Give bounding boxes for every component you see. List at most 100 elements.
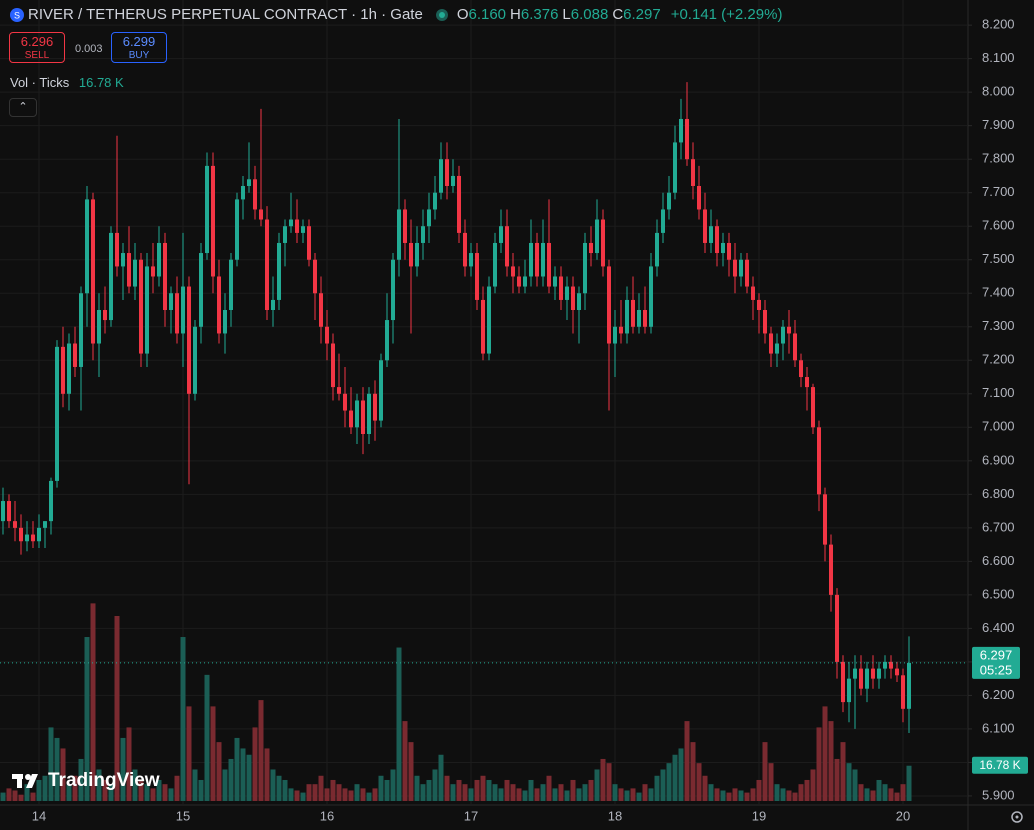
volume-bar xyxy=(48,727,54,801)
volume-bar xyxy=(450,784,456,801)
y-tick-label: 6.900 xyxy=(982,452,1015,467)
volume-bar xyxy=(180,637,186,801)
ohlc-key: C xyxy=(612,6,624,23)
candle-body xyxy=(445,159,449,187)
x-tick-label: 18 xyxy=(608,808,622,823)
volume-tag-label: 16.78 K xyxy=(979,758,1020,772)
volume-bar xyxy=(444,775,450,801)
volume-bar xyxy=(810,769,816,801)
candle-body xyxy=(493,242,497,287)
volume-bar xyxy=(270,769,276,801)
volume-bar xyxy=(108,784,114,801)
countdown: 05:25 xyxy=(980,662,1013,677)
volume-bar xyxy=(630,788,636,801)
candle-body xyxy=(367,393,371,435)
volume-bar xyxy=(588,779,594,801)
volume-bar xyxy=(60,748,66,801)
volume-bar xyxy=(690,742,696,801)
y-tick-label: 8.000 xyxy=(982,84,1015,99)
volume-bar xyxy=(204,674,210,801)
volume-bar xyxy=(528,779,534,801)
candle-body xyxy=(469,253,473,267)
volume-bar xyxy=(636,792,642,801)
volume-bar xyxy=(816,727,822,801)
volume-bar xyxy=(102,779,108,801)
candle-body xyxy=(391,259,395,321)
volume-bar xyxy=(720,790,726,801)
volume-bar xyxy=(84,637,90,801)
candle-body xyxy=(721,242,725,254)
ohlc-key: H xyxy=(510,6,521,23)
y-tick-label: 6.200 xyxy=(982,687,1015,702)
y-tick-label: 7.700 xyxy=(982,184,1015,199)
buy-label[interactable]: BUY xyxy=(128,50,150,61)
candle-body xyxy=(229,259,233,311)
volume-bar xyxy=(318,775,324,801)
candle-body xyxy=(559,276,563,300)
volume-bar xyxy=(696,763,702,801)
volume-bar xyxy=(576,788,582,801)
y-tick-label: 8.200 xyxy=(982,17,1015,32)
volume-bar xyxy=(336,784,342,801)
collapse-button[interactable]: ⌃ xyxy=(9,98,37,117)
volume-bar xyxy=(534,788,540,801)
volume-bar xyxy=(6,788,12,801)
candle-body xyxy=(13,521,17,528)
candle-body xyxy=(769,333,773,354)
volume-bar xyxy=(264,748,270,801)
candle-body xyxy=(169,293,173,311)
candle-body xyxy=(457,175,461,233)
volume-legend: Vol · Ticks 16.78 K xyxy=(10,75,124,90)
volume-bar xyxy=(0,792,6,801)
volume-bar xyxy=(858,784,864,801)
candle-body xyxy=(799,360,803,378)
candle-body xyxy=(187,286,191,394)
candle-body xyxy=(625,299,629,334)
candle-body xyxy=(193,326,197,394)
y-tick-label: 7.600 xyxy=(982,218,1015,233)
y-tick-label: 6.500 xyxy=(982,586,1015,601)
candle-body xyxy=(319,293,323,327)
sell-price[interactable]: 6.296 xyxy=(20,34,54,49)
candle-body xyxy=(703,209,707,243)
volume-bar xyxy=(330,779,336,801)
settings-button[interactable] xyxy=(1011,811,1023,823)
candle-body xyxy=(883,661,887,669)
volume-bar xyxy=(168,788,174,801)
candle-body xyxy=(133,259,137,287)
volume-bar xyxy=(594,769,600,801)
candle-body xyxy=(397,209,401,260)
candle-body xyxy=(433,192,437,210)
volume-bar xyxy=(474,779,480,801)
volume-bar xyxy=(348,790,354,801)
candle-body xyxy=(841,661,845,703)
candle-body xyxy=(529,242,533,277)
candle-body xyxy=(127,253,131,287)
candle-body xyxy=(619,326,623,334)
volume-bar xyxy=(774,784,780,801)
candle-body xyxy=(739,259,743,277)
candle-body xyxy=(463,232,467,267)
volume-bar xyxy=(156,779,162,801)
volume-bar xyxy=(396,647,402,801)
buy-button[interactable]: 6.299 BUY xyxy=(111,32,167,63)
volume-bar xyxy=(486,779,492,801)
x-tick-label: 17 xyxy=(464,808,478,823)
candle-body xyxy=(373,393,377,421)
volume-bar xyxy=(726,792,732,801)
buy-price[interactable]: 6.299 xyxy=(122,34,156,49)
ohlc-value: 6.088 xyxy=(570,6,609,23)
candle-body xyxy=(637,310,641,327)
candle-body xyxy=(517,276,521,287)
volume-bar xyxy=(300,792,306,801)
sell-button[interactable]: 6.296 SELL xyxy=(9,32,65,63)
volume-bar xyxy=(498,788,504,801)
volume-bar xyxy=(438,754,444,801)
volume-bar xyxy=(258,700,264,801)
candle-body xyxy=(523,276,527,287)
y-tick-label: 5.900 xyxy=(982,787,1015,802)
sell-label[interactable]: SELL xyxy=(24,50,50,61)
volume-bar xyxy=(852,769,858,801)
symbol-title: RIVER / TETHERUS PERPETUAL CONTRACT · 1h… xyxy=(28,6,423,23)
